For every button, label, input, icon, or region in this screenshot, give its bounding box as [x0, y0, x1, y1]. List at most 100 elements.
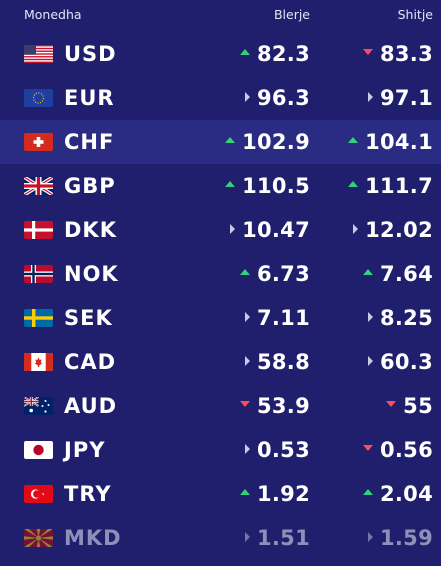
up-arrow-icon — [239, 49, 250, 55]
down-arrow-icon — [386, 401, 397, 407]
sell-rate-value: 97.1 — [379, 86, 433, 110]
currency-code: CAD — [64, 350, 117, 374]
sell-rate: 55 — [386, 384, 433, 428]
table-row-mkd: MKD 1.51 1.59 — [0, 516, 441, 560]
buy-rate-value: 96.3 — [256, 86, 310, 110]
buy-rate-value: 82.3 — [256, 42, 310, 66]
sell-rate: 8.25 — [367, 296, 433, 340]
up-arrow-icon — [362, 269, 373, 275]
currency-code: MKD — [64, 526, 122, 550]
se-flag-icon — [24, 309, 53, 327]
buy-rate-value: 10.47 — [242, 218, 310, 242]
buy-rate-value: 102.9 — [242, 130, 310, 154]
sell-rate-value: 83.3 — [379, 42, 433, 66]
table-row-nok: NOK 6.73 7.64 — [0, 252, 441, 296]
currency-column-header: Monedha — [24, 7, 82, 22]
no-flag-icon — [24, 265, 53, 283]
table-row-sek: SEK 7.11 8.25 — [0, 296, 441, 340]
currency-code: NOK — [64, 262, 119, 286]
sell-rate: 7.64 — [362, 252, 433, 296]
sell-rate-value: 1.59 — [379, 526, 433, 550]
sell-rate-value: 60.3 — [379, 350, 433, 374]
buy-rate: 96.3 — [244, 76, 310, 120]
sell-rate-value: 55 — [403, 394, 433, 418]
currency-code: AUD — [64, 394, 118, 418]
currency-code: JPY — [64, 438, 106, 462]
buy-rate: 1.51 — [244, 516, 310, 560]
au-flag-icon — [24, 397, 53, 415]
sell-rate-value: 7.64 — [379, 262, 433, 286]
sell-rate: 1.59 — [367, 516, 433, 560]
up-arrow-icon — [239, 489, 250, 495]
sell-rate-value: 104.1 — [365, 130, 433, 154]
exchange-rate-table: USD 82.3 83.3 EUR 96.3 97.1 CHF 102.9 10… — [0, 32, 441, 560]
sell-rate-value: 111.7 — [365, 174, 433, 198]
buy-rate: 53.9 — [239, 384, 310, 428]
unchanged-arrow-icon — [244, 356, 250, 366]
table-row-try: TRY 1.92 2.04 — [0, 472, 441, 516]
sell-rate: 111.7 — [348, 164, 433, 208]
sell-rate: 83.3 — [362, 32, 433, 76]
sell-column-header: Shitje — [397, 7, 433, 22]
tr-flag-icon — [24, 485, 53, 503]
buy-rate-value: 58.8 — [256, 350, 310, 374]
buy-rate-value: 53.9 — [256, 394, 310, 418]
down-arrow-icon — [362, 49, 373, 55]
sell-rate: 2.04 — [362, 472, 433, 516]
table-row-chf: CHF 102.9 104.1 — [0, 120, 441, 164]
unchanged-arrow-icon — [367, 356, 373, 366]
buy-rate: 102.9 — [225, 120, 310, 164]
buy-rate: 7.11 — [244, 296, 310, 340]
table-header: Monedha Blerje Shitje — [0, 0, 441, 32]
sell-rate: 12.02 — [353, 208, 433, 252]
unchanged-arrow-icon — [367, 532, 373, 542]
table-row-gbp: GBP 110.5 111.7 — [0, 164, 441, 208]
down-arrow-icon — [239, 401, 250, 407]
us-flag-icon — [24, 45, 53, 63]
buy-rate: 1.92 — [239, 472, 310, 516]
gb-flag-icon — [24, 177, 53, 195]
up-arrow-icon — [225, 181, 236, 187]
currency-code: EUR — [64, 86, 115, 110]
table-row-cad: CAD 58.8 60.3 — [0, 340, 441, 384]
table-row-dkk: DKK 10.47 12.02 — [0, 208, 441, 252]
sell-rate-value: 0.56 — [379, 438, 433, 462]
up-arrow-icon — [348, 181, 359, 187]
up-arrow-icon — [362, 489, 373, 495]
sell-rate-value: 12.02 — [365, 218, 433, 242]
unchanged-arrow-icon — [367, 92, 373, 102]
sell-rate-value: 2.04 — [379, 482, 433, 506]
dk-flag-icon — [24, 221, 53, 239]
buy-column-header: Blerje — [273, 7, 310, 22]
mk-flag-icon — [24, 529, 53, 547]
table-row-eur: EUR 96.3 97.1 — [0, 76, 441, 120]
sell-rate-value: 8.25 — [379, 306, 433, 330]
unchanged-arrow-icon — [353, 224, 359, 234]
buy-rate-value: 110.5 — [242, 174, 310, 198]
table-row-jpy: JPY 0.53 0.56 — [0, 428, 441, 472]
up-arrow-icon — [225, 137, 236, 143]
buy-rate: 0.53 — [244, 428, 310, 472]
table-row-aud: AUD 53.9 55 — [0, 384, 441, 428]
buy-rate-value: 1.51 — [256, 526, 310, 550]
buy-rate: 110.5 — [225, 164, 310, 208]
unchanged-arrow-icon — [367, 312, 373, 322]
buy-rate-value: 0.53 — [256, 438, 310, 462]
currency-code: DKK — [64, 218, 117, 242]
buy-rate-value: 6.73 — [256, 262, 310, 286]
currency-code: USD — [64, 42, 117, 66]
sell-rate: 0.56 — [362, 428, 433, 472]
buy-rate: 6.73 — [239, 252, 310, 296]
sell-rate: 60.3 — [367, 340, 433, 384]
unchanged-arrow-icon — [230, 224, 236, 234]
buy-rate-value: 7.11 — [256, 306, 310, 330]
jp-flag-icon — [24, 441, 53, 459]
ca-flag-icon — [24, 353, 53, 371]
currency-code: SEK — [64, 306, 113, 330]
unchanged-arrow-icon — [244, 312, 250, 322]
currency-code: GBP — [64, 174, 116, 198]
buy-rate-value: 1.92 — [256, 482, 310, 506]
ch-flag-icon — [24, 133, 53, 151]
table-row-usd: USD 82.3 83.3 — [0, 32, 441, 76]
currency-code: CHF — [64, 130, 115, 154]
